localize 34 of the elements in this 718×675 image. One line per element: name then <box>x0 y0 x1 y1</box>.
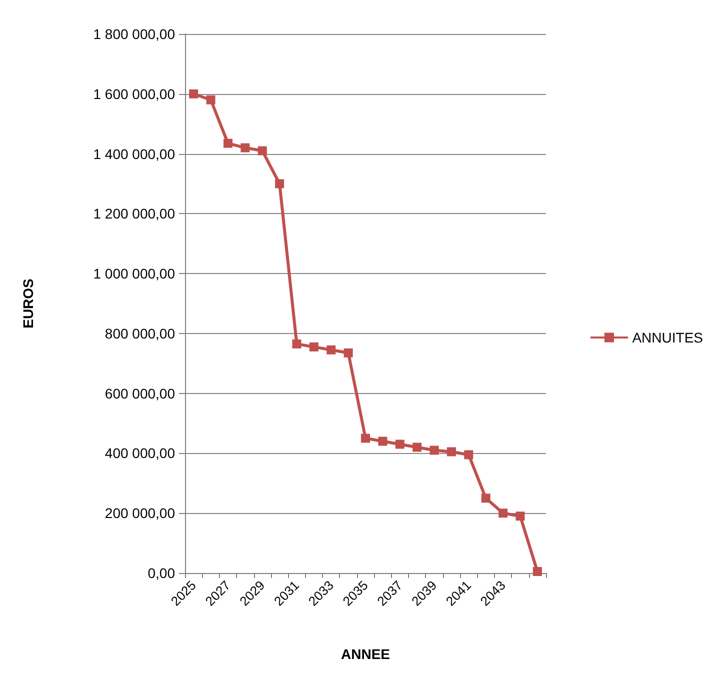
legend-label: ANNUITES <box>632 330 704 346</box>
point <box>532 567 542 576</box>
point <box>498 508 508 518</box>
point <box>446 447 456 456</box>
point <box>189 89 198 98</box>
point <box>240 143 250 152</box>
y-tick-label: 1 800 000,00 <box>93 26 176 42</box>
y-tick-label: 1 600 000,00 <box>93 86 176 102</box>
point <box>361 434 370 443</box>
point <box>412 442 422 452</box>
point <box>395 440 404 449</box>
point <box>275 179 284 188</box>
y-tick-label: 200 000,00 <box>104 505 176 522</box>
y-axis-title: EUROS <box>20 278 36 328</box>
x-axis-title: ANNEE <box>340 646 390 662</box>
point <box>481 494 490 503</box>
y-tick-label: 1 200 000,00 <box>93 206 176 222</box>
point <box>206 95 216 104</box>
y-tick-label: 1 400 000,00 <box>93 146 176 162</box>
point <box>258 146 267 156</box>
point <box>309 342 318 352</box>
y-tick-label: 1 000 000,00 <box>93 266 176 282</box>
point <box>292 339 302 348</box>
point <box>326 345 336 354</box>
point <box>344 348 353 358</box>
point <box>430 446 439 455</box>
y-tick-label: 800 000,00 <box>104 325 176 342</box>
point <box>378 436 388 446</box>
point <box>223 138 232 148</box>
y-tick-label: 400 000,00 <box>104 445 176 462</box>
point <box>464 450 474 460</box>
point <box>516 512 525 521</box>
y-tick-label: 600 000,00 <box>104 385 176 402</box>
y-tick-label: 0,00 <box>148 565 176 581</box>
